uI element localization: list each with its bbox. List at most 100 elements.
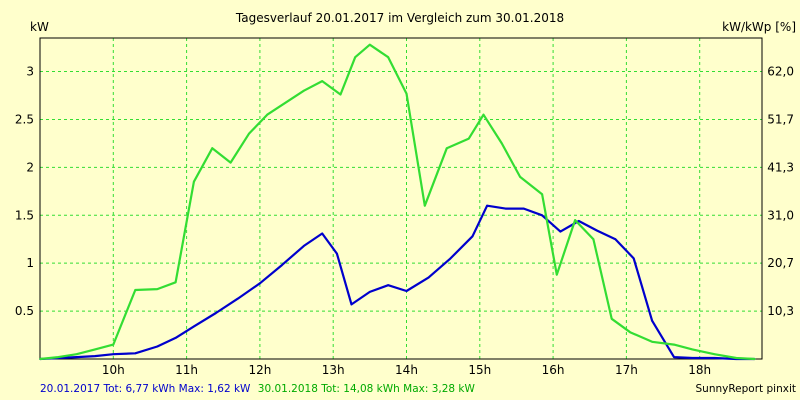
data-point-20-01-2017 — [387, 284, 390, 287]
x-tick-label: 12h — [248, 363, 271, 377]
data-point-30-01-2018 — [651, 340, 653, 343]
data-point-30-01-2018 — [156, 288, 159, 290]
y-axis-left-label: kW — [30, 20, 49, 34]
data-point-20-01-2017 — [94, 355, 96, 357]
y-left-tick-label: 1.5 — [15, 208, 34, 222]
data-point-20-01-2017 — [577, 220, 580, 222]
data-point-30-01-2018 — [629, 331, 631, 334]
data-point-20-01-2017 — [368, 291, 371, 293]
data-point-20-01-2017 — [596, 229, 598, 232]
x-tick-label: 14h — [395, 363, 418, 377]
data-point-20-01-2017 — [237, 297, 239, 300]
data-point-30-01-2018 — [735, 357, 738, 359]
data-point-20-01-2017 — [522, 207, 525, 210]
data-point-30-01-2018 — [405, 92, 408, 95]
data-point-20-01-2017 — [336, 252, 338, 255]
legend: 20.01.2017 Tot: 6,77 kWh Max: 1,62 kW 30… — [40, 383, 476, 395]
x-tick-label: 16h — [542, 363, 565, 377]
data-point-20-01-2017 — [673, 356, 675, 358]
data-point-20-01-2017 — [156, 345, 159, 348]
data-point-30-01-2018 — [574, 219, 576, 222]
y-left-tick-label: 0.5 — [15, 304, 34, 318]
data-point-30-01-2018 — [423, 204, 426, 207]
data-point-20-01-2017 — [486, 204, 488, 207]
plot-frame — [39, 37, 763, 360]
x-tick-label: 11h — [175, 363, 198, 377]
y-right-tick-label: 10,3 — [767, 304, 794, 318]
series — [39, 43, 756, 361]
data-point-30-01-2018 — [519, 176, 521, 178]
y-left-tick-label: 2.5 — [15, 112, 34, 126]
data-point-30-01-2018 — [174, 281, 177, 284]
data-point-20-01-2017 — [193, 325, 195, 328]
data-point-30-01-2018 — [211, 147, 214, 150]
data-point-30-01-2018 — [445, 147, 448, 150]
y-left-tick-label: 3 — [26, 65, 34, 79]
data-point-20-01-2017 — [614, 238, 617, 241]
data-point-20-01-2017 — [321, 232, 324, 235]
data-point-30-01-2018 — [321, 80, 324, 82]
data-point-30-01-2018 — [303, 89, 305, 92]
data-point-30-01-2018 — [94, 348, 96, 351]
y-axis-right-label: kW/kWp [%] — [722, 20, 796, 34]
data-point-20-01-2017 — [651, 319, 653, 322]
data-point-30-01-2018 — [500, 142, 503, 145]
data-point-30-01-2018 — [691, 348, 694, 351]
data-point-30-01-2018 — [753, 358, 756, 360]
data-point-30-01-2018 — [354, 56, 357, 59]
x-tick-label: 18h — [688, 363, 711, 377]
grid — [40, 38, 762, 359]
y-left-tick-label: 1 — [26, 256, 34, 270]
legend-entry-2017: 20.01.2017 Tot: 6,77 kWh Max: 1,62 kW — [40, 383, 251, 395]
tick-labels: 10h 11h 12h 13h 14h 15h 16h 17h 18h 0.5 1 1.5 2 2.5 3 1… — [15, 65, 794, 377]
data-point-20-01-2017 — [691, 357, 694, 359]
data-point-30-01-2018 — [610, 317, 613, 320]
data-point-20-01-2017 — [405, 290, 408, 292]
data-point-20-01-2017 — [134, 352, 137, 355]
data-point-20-01-2017 — [504, 207, 507, 210]
data-point-30-01-2018 — [57, 356, 60, 358]
data-point-20-01-2017 — [75, 356, 78, 358]
y-right-tick-label: 51,7 — [767, 112, 794, 126]
legend-entry-2018: 30.01.2018 Tot: 14,08 kWh Max: 3,28 kW — [258, 383, 476, 395]
y-right-tick-label: 41,3 — [767, 160, 794, 174]
data-point-20-01-2017 — [215, 312, 217, 314]
credit-text: SunnyReport pinxit — [696, 383, 796, 395]
x-tick-label: 10h — [102, 363, 125, 377]
data-point-20-01-2017 — [281, 264, 283, 266]
x-tick-label: 17h — [615, 363, 638, 377]
data-point-20-01-2017 — [174, 337, 177, 339]
data-point-30-01-2018 — [387, 56, 390, 59]
data-point-20-01-2017 — [449, 257, 452, 260]
data-point-20-01-2017 — [713, 357, 716, 359]
data-point-30-01-2018 — [713, 353, 716, 356]
data-point-30-01-2018 — [541, 193, 543, 196]
data-point-30-01-2018 — [555, 273, 558, 276]
data-point-30-01-2018 — [266, 113, 269, 116]
data-point-30-01-2018 — [39, 358, 41, 360]
data-point-20-01-2017 — [303, 245, 305, 247]
data-point-30-01-2018 — [193, 180, 195, 183]
data-point-30-01-2018 — [482, 113, 485, 116]
data-point-30-01-2018 — [75, 353, 78, 356]
data-point-20-01-2017 — [112, 353, 115, 356]
data-point-20-01-2017 — [632, 257, 635, 260]
data-point-20-01-2017 — [350, 303, 353, 306]
x-tick-label: 13h — [322, 363, 345, 377]
x-tick-label: 15h — [468, 363, 491, 377]
y-right-tick-label: 62,0 — [767, 65, 794, 79]
series-line-20-01-2017 — [39, 204, 755, 361]
y-left-tick-label: 2 — [26, 160, 34, 174]
data-point-20-01-2017 — [471, 235, 474, 238]
data-point-30-01-2018 — [467, 137, 470, 140]
data-point-30-01-2018 — [134, 289, 137, 291]
data-point-30-01-2018 — [281, 104, 283, 106]
data-point-30-01-2018 — [248, 132, 250, 135]
data-point-20-01-2017 — [541, 214, 543, 217]
data-point-30-01-2018 — [339, 93, 342, 96]
chart-title: Tagesverlauf 20.01.2017 im Vergleich zum… — [235, 11, 564, 25]
data-point-20-01-2017 — [259, 282, 261, 285]
data-point-30-01-2018 — [112, 343, 115, 346]
